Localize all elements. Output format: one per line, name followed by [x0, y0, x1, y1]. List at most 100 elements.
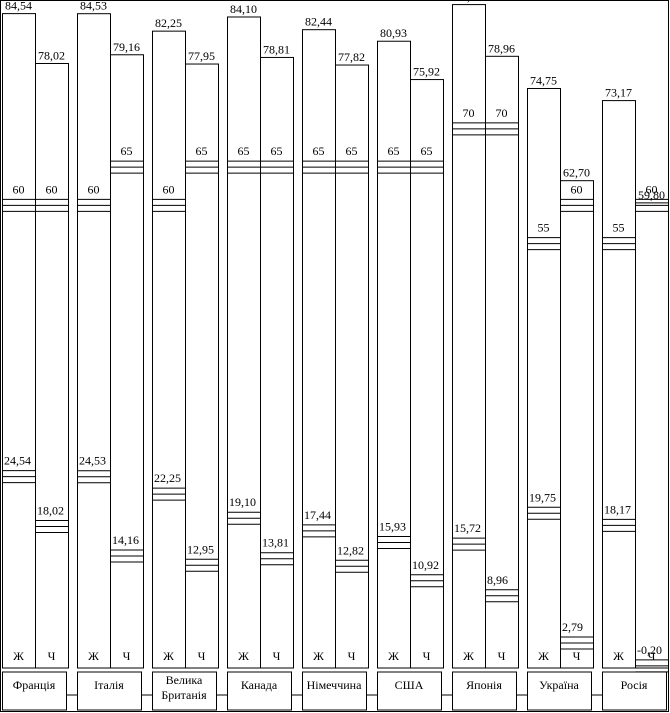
- country-8-name: Україна: [539, 678, 579, 692]
- country-6-male-bar: [410, 79, 444, 669]
- country-7-female-retire-label: 70: [463, 106, 475, 120]
- country-4-male-retire-label: 65: [271, 144, 283, 158]
- country-3-female-bar: [152, 30, 186, 669]
- country-1-male-remain-label: 18,02: [37, 503, 64, 517]
- country-3-male-remain-label: 12,95: [187, 542, 214, 556]
- country-2-male-retire-label: 65: [121, 144, 133, 158]
- country-6-name: США: [395, 678, 424, 692]
- country-2-female-remain-label: 24,53: [79, 454, 106, 468]
- country-3-female-life-label: 82,25: [155, 16, 182, 30]
- country-9-female-remain-label: 18,17: [604, 502, 631, 516]
- country-7-name: Японія: [466, 678, 502, 692]
- country-4-male-life-label: 78,81: [263, 42, 290, 56]
- country-6-name-box: [377, 671, 442, 711]
- country-4-female-remain-label: 19,10: [229, 495, 256, 509]
- country-1-female-remain-label: 24,54: [4, 454, 31, 468]
- country-4-name-box: [227, 671, 292, 711]
- country-9-male-retire-label: 60: [646, 182, 658, 196]
- country-9-female-life-label: 73,17: [605, 86, 632, 100]
- country-7-male-sex-label: Ч: [498, 649, 506, 663]
- country-8-female-life-label: 74,75: [530, 74, 557, 88]
- country-5-female-bar: [302, 29, 336, 669]
- country-5-male-retire-label: 65: [346, 144, 358, 158]
- country-9-male-bar: [635, 202, 669, 669]
- country-9-female-retire-label: 55: [613, 221, 625, 235]
- country-8-female-bar: [527, 88, 561, 669]
- country-8-male-bar: [560, 180, 594, 669]
- country-1-female-life-label: 84,54: [5, 0, 32, 13]
- country-2-female-sex-label: Ж: [88, 649, 99, 663]
- country-6-female-retire-label: 65: [388, 144, 400, 158]
- country-9-male-remain-label: -0,20: [637, 643, 662, 657]
- country-8-female-sex-label: Ж: [538, 649, 549, 663]
- country-2-male-sex-label: Ч: [123, 649, 131, 663]
- country-3-female-remain-label: 22,25: [154, 471, 181, 485]
- country-9-female-sex-label: Ж: [613, 649, 624, 663]
- country-2-female-life-label: 84,53: [80, 0, 107, 13]
- country-5-female-retire-label: 65: [313, 144, 325, 158]
- country-4-female-sex-label: Ж: [238, 649, 249, 663]
- country-1-female-bar: [2, 13, 36, 669]
- country-5-male-life-label: 77,82: [338, 50, 365, 64]
- country-6-female-life-label: 80,93: [380, 26, 407, 40]
- country-2-male-remain-label: 14,16: [112, 533, 139, 547]
- country-8-male-remain-label: 2,79: [562, 620, 583, 634]
- country-5-male-sex-label: Ч: [348, 649, 356, 663]
- country-3-female-sex-label: Ж: [163, 649, 174, 663]
- country-1-name-box: [2, 671, 67, 711]
- country-5-name: Німеччина: [307, 678, 363, 692]
- country-2-male-bar: [110, 54, 144, 669]
- country-4-female-bar: [227, 16, 261, 669]
- country-4-female-life-label: 84,10: [230, 2, 257, 16]
- country-5-female-sex-label: Ж: [313, 649, 324, 663]
- country-4-female-retire-label: 65: [238, 144, 250, 158]
- country-7-male-remain-label: 8,96: [487, 573, 508, 587]
- country-4-male-sex-label: Ч: [273, 649, 281, 663]
- country-2-female-retire-label: 60: [88, 182, 100, 196]
- country-8-female-remain-label: 19,75: [529, 490, 556, 504]
- country-6-male-retire-label: 65: [421, 144, 433, 158]
- country-1-name: Франція: [13, 678, 56, 692]
- country-5-female-life-label: 82,44: [305, 15, 332, 29]
- country-1-female-retire-label: 60: [13, 182, 25, 196]
- country-5-name-box: [302, 671, 367, 711]
- country-8-male-sex-label: Ч: [573, 649, 581, 663]
- country-6-female-bar: [377, 40, 411, 669]
- country-2-name-box: [77, 671, 142, 711]
- country-7-female-life-label: 85,72: [455, 0, 482, 4]
- country-7-female-sex-label: Ж: [463, 649, 474, 663]
- country-3-name-line-1: Велика: [166, 673, 203, 687]
- country-4-male-bar: [260, 56, 294, 669]
- country-9-name: Росія: [621, 678, 648, 692]
- country-6-male-life-label: 75,92: [413, 65, 440, 79]
- country-9-male-life-label: 59,80: [638, 188, 665, 202]
- country-2-female-bar: [77, 13, 111, 669]
- country-8-male-life-label: 62,70: [563, 166, 590, 180]
- country-6-male-remain-label: 10,92: [412, 558, 439, 572]
- country-8-male-retire-label: 60: [571, 182, 583, 196]
- country-6-female-sex-label: Ж: [388, 649, 399, 663]
- country-1-male-sex-label: Ч: [48, 649, 56, 663]
- country-5-female-remain-label: 17,44: [304, 508, 331, 522]
- country-7-female-bar: [452, 4, 486, 669]
- country-3-name-line-2: Британія: [161, 688, 207, 702]
- country-6-female-remain-label: 15,93: [379, 519, 406, 533]
- country-7-male-retire-label: 70: [496, 106, 508, 120]
- country-7-name-box: [452, 671, 517, 711]
- country-4-name: Канада: [241, 678, 278, 692]
- country-1-male-retire-label: 60: [46, 182, 58, 196]
- country-3-male-bar: [185, 63, 219, 669]
- country-7-female-remain-label: 15,72: [454, 521, 481, 535]
- country-3-female-retire-label: 60: [163, 182, 175, 196]
- country-1-female-sex-label: Ж: [13, 649, 24, 663]
- country-5-male-remain-label: 12,82: [337, 543, 364, 557]
- country-2-male-life-label: 79,16: [113, 40, 140, 54]
- country-1-male-bar: [35, 62, 69, 669]
- country-5-male-bar: [335, 64, 369, 669]
- country-7-male-bar: [485, 55, 519, 669]
- country-7-male-life-label: 78,96: [488, 41, 515, 55]
- country-8-female-retire-label: 55: [538, 221, 550, 235]
- country-8-name-box: [527, 671, 592, 711]
- country-6-male-sex-label: Ч: [423, 649, 431, 663]
